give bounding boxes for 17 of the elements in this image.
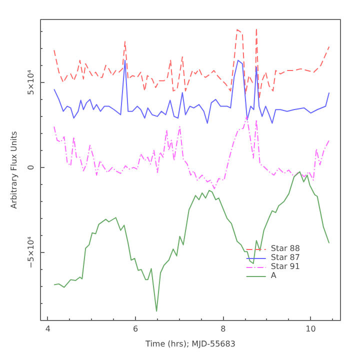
line-series [54,60,330,124]
legend-label: Star 91 [270,262,300,271]
legend-label: Star 88 [270,244,300,253]
x-tick-label: 8 [220,324,226,334]
x-tick-label: 10 [306,324,316,334]
x-tick-label: 4 [45,324,50,334]
y-tick-label: 5×10⁴ [26,70,36,96]
y-tick-label: −5×10⁴ [26,236,36,268]
legend-label: Star 87 [270,253,300,262]
y-tick-label: 0 [26,164,36,170]
y-axis-title: Arbitrary Flux Units [10,131,18,209]
line-series [54,171,330,312]
x-axis-title: Time (hrs); MJD-55683 [144,340,236,348]
legend-label: A [270,271,278,280]
line-series [54,28,330,100]
x-tick-label: 6 [132,324,138,334]
line-series [54,116,330,190]
